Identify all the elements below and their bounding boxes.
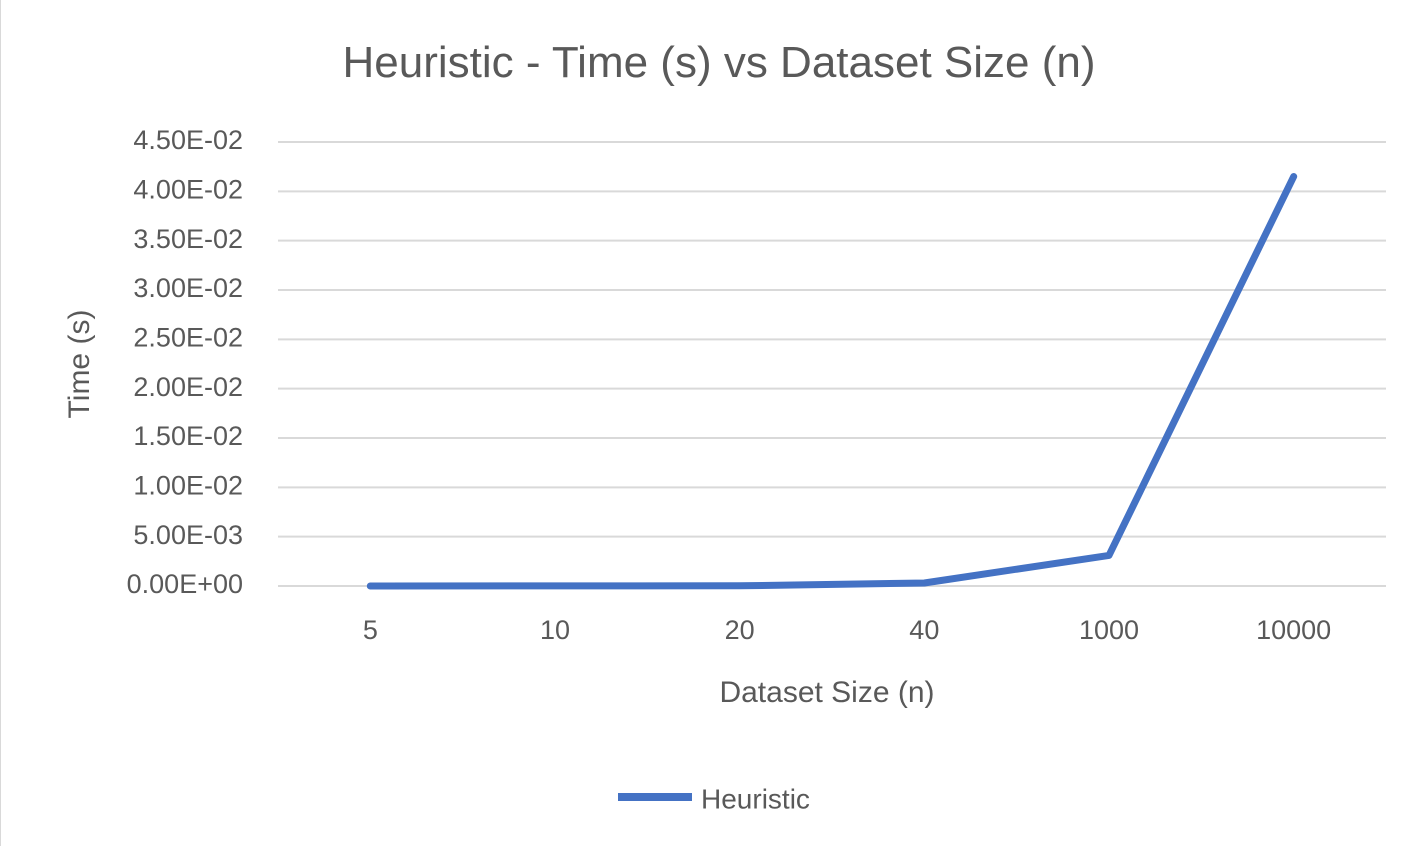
y-tick-label: 4.50E-02 [133,125,243,155]
x-tick-label: 40 [909,615,939,645]
legend: Heuristic [618,783,810,814]
chart-title: Heuristic - Time (s) vs Dataset Size (n) [342,38,1095,87]
x-axis-tick-labels: 5 10 20 40 1000 10000 [363,615,1331,645]
y-tick-label: 2.50E-02 [133,322,243,352]
series-line-heuristic [366,173,1298,590]
y-tick-label: 3.50E-02 [133,224,243,254]
series-lines [366,173,1298,590]
y-tick-label: 4.00E-02 [133,174,243,204]
y-tick-label: 5.00E-03 [133,520,243,550]
x-tick-label: 20 [725,615,755,645]
y-tick-label: 1.00E-02 [133,470,243,500]
x-tick-label: 10 [540,615,570,645]
x-axis-title: Dataset Size (n) [719,676,934,709]
legend-label-heuristic: Heuristic [701,783,810,814]
x-tick-label: 1000 [1079,615,1139,645]
gridlines [278,141,1386,587]
y-tick-label: 0.00E+00 [127,569,243,599]
y-axis-title: Time (s) [63,310,96,419]
y-axis-tick-labels: 0.00E+00 5.00E-03 1.00E-02 1.50E-02 2.00E-02… [127,125,243,599]
x-tick-label: 5 [363,615,378,645]
x-tick-label: 10000 [1256,615,1331,645]
y-tick-label: 1.50E-02 [133,421,243,451]
y-tick-label: 2.00E-02 [133,372,243,402]
y-tick-label: 3.00E-02 [133,273,243,303]
